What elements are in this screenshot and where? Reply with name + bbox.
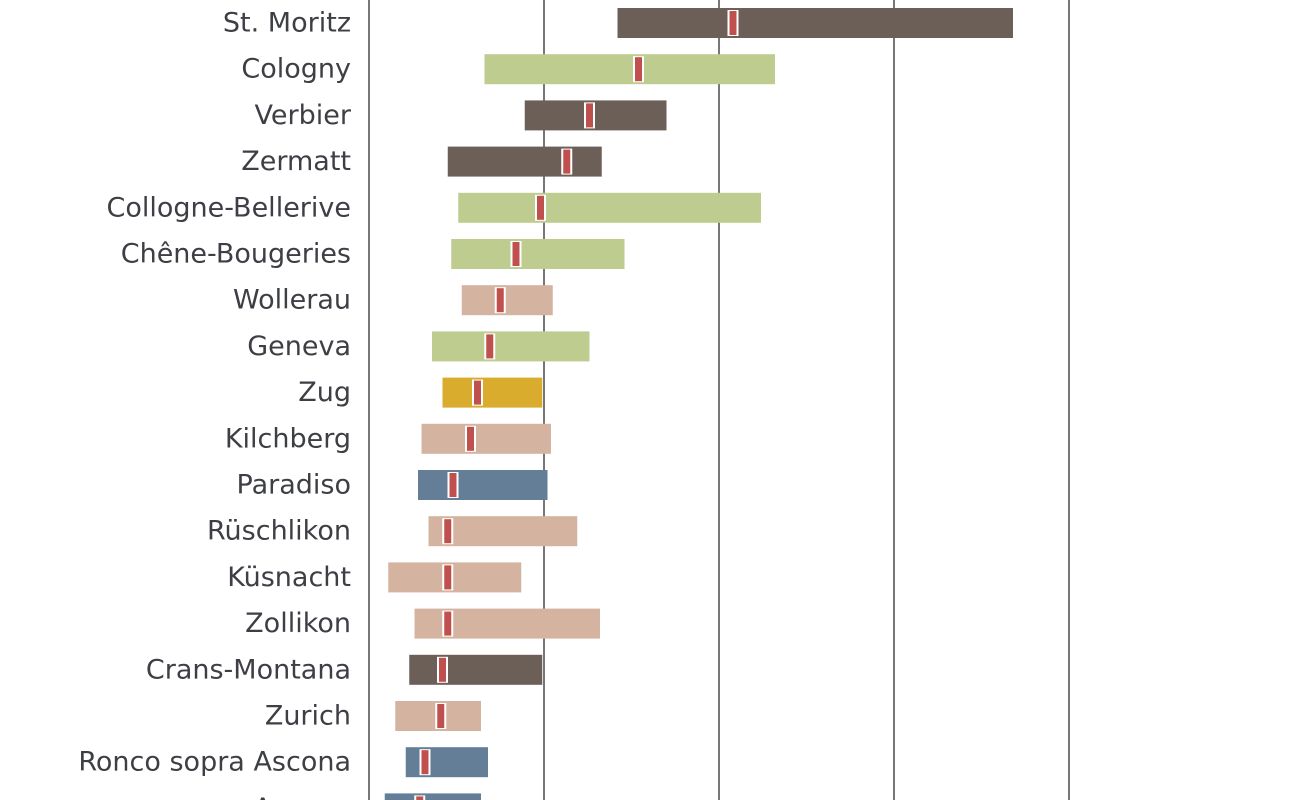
median-marker	[449, 473, 457, 497]
category-label: Paradiso	[237, 470, 352, 501]
gridlines	[368, 0, 1070, 800]
row-ascona: Ascona	[253, 793, 481, 800]
category-label: Zollikon	[245, 608, 351, 639]
row-st-moritz: St. Moritz	[223, 8, 1013, 39]
category-label: Crans-Montana	[146, 654, 351, 685]
range-bar	[384, 793, 481, 800]
row-cologny: Cologny	[241, 54, 775, 85]
range-bar	[484, 54, 775, 85]
row-zug: Zug	[298, 377, 543, 408]
row-wollerau: Wollerau	[233, 285, 553, 316]
category-label: St. Moritz	[223, 8, 351, 39]
category-label: Rüschlikon	[207, 516, 351, 547]
median-marker	[512, 242, 520, 266]
median-marker	[729, 11, 737, 35]
row-geneva: Geneva	[247, 331, 590, 362]
category-label: Zug	[298, 377, 351, 408]
category-label: Geneva	[247, 331, 351, 362]
row-zollikon: Zollikon	[245, 608, 600, 639]
row-collogne-bellerive: Collogne-Bellerive	[107, 192, 761, 223]
range-bar	[432, 331, 590, 362]
range-bar	[418, 470, 548, 500]
category-label: Kilchberg	[225, 423, 351, 454]
row-ch-ne-bougeries: Chêne-Bougeries	[121, 239, 625, 270]
median-marker	[486, 334, 494, 359]
range-bar	[421, 423, 551, 454]
range-bar	[524, 100, 667, 131]
range-bar	[388, 562, 522, 593]
row-k-snacht: Küsnacht	[227, 562, 522, 593]
category-label: Verbier	[255, 100, 352, 131]
median-marker	[496, 288, 504, 313]
median-marker	[474, 380, 481, 405]
category-label: Zermatt	[241, 146, 351, 177]
row-kilchberg: Kilchberg	[225, 423, 551, 454]
row-verbier: Verbier	[255, 100, 667, 131]
median-marker	[421, 750, 429, 775]
category-label: Cologny	[241, 54, 351, 85]
median-marker	[437, 704, 445, 728]
category-label: Collogne-Bellerive	[107, 192, 351, 223]
category-label: Ascona	[253, 793, 351, 800]
range-bar	[458, 192, 761, 223]
category-label: Ronco sopra Ascona	[78, 747, 351, 778]
median-marker	[444, 565, 452, 590]
row-zurich: Zurich	[265, 701, 481, 732]
range-bar	[405, 747, 488, 778]
median-marker	[635, 57, 642, 82]
row-r-schlikon: Rüschlikon	[207, 516, 578, 547]
range-bar	[451, 239, 625, 269]
range-bar	[409, 654, 543, 685]
median-marker	[444, 519, 452, 544]
range-bar	[617, 8, 1013, 38]
median-marker	[467, 426, 474, 451]
range-bar	[428, 516, 578, 547]
median-marker	[586, 103, 593, 128]
category-label: Zurich	[265, 701, 351, 732]
range-bar	[447, 146, 602, 177]
row-crans-montana: Crans-Montana	[146, 654, 543, 685]
category-label: Chêne-Bougeries	[121, 239, 351, 270]
category-label: Wollerau	[233, 285, 351, 316]
category-label: Küsnacht	[227, 562, 351, 593]
range-bar	[442, 377, 543, 408]
median-marker	[537, 195, 544, 220]
row-paradiso: Paradiso	[237, 470, 548, 501]
range-bar	[461, 285, 553, 316]
median-marker	[439, 657, 446, 682]
median-marker	[444, 611, 452, 636]
median-marker	[563, 149, 571, 174]
row-zermatt: Zermatt	[241, 146, 602, 177]
median-marker	[416, 796, 424, 800]
row-ronco-sopra-ascona: Ronco sopra Ascona	[78, 747, 488, 778]
